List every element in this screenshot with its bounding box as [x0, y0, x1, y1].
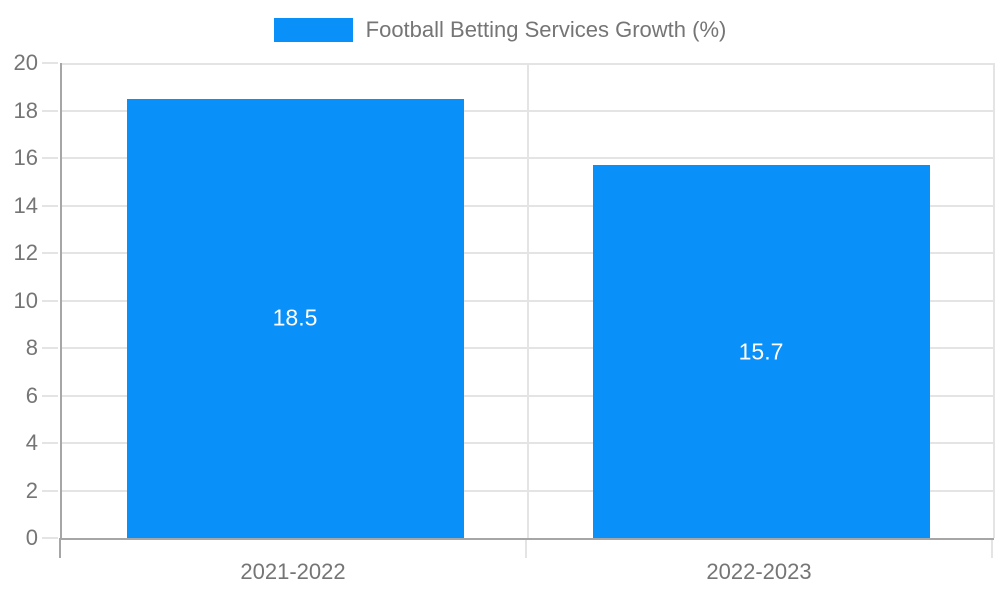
- y-axis-tick-label: 18: [13, 97, 38, 123]
- x-gridline: [527, 63, 529, 538]
- y-axis-tick: [42, 489, 58, 492]
- y-axis-tick: [42, 109, 58, 112]
- y-axis-tick-label: 0: [25, 525, 38, 550]
- x-axis-tick-label: 2022-2023: [706, 559, 812, 584]
- bar[interactable]: 15.7: [592, 165, 930, 538]
- plot-area: 18.5 15.7: [60, 63, 995, 540]
- y-axis-tick-label: 10: [13, 287, 38, 313]
- y-axis-line-extension: [59, 538, 61, 558]
- y-axis-tick: [42, 537, 58, 539]
- legend-label: Football Betting Services Growth (%): [365, 17, 727, 42]
- y-axis-tick: [42, 204, 58, 207]
- x-axis-tick: [525, 540, 527, 558]
- x-axis-tick-label: 2021-2022: [240, 559, 346, 584]
- y-axis-tick: [42, 157, 58, 159]
- y-axis-tick: [42, 299, 58, 302]
- legend-swatch: [273, 18, 353, 42]
- bar-value-label: 18.5: [272, 304, 318, 331]
- chart-legend[interactable]: Football Betting Services Growth (%): [0, 18, 1000, 42]
- x-gridline: [993, 63, 995, 538]
- y-axis-tick-label: 14: [13, 192, 38, 218]
- y-axis-tick: [42, 62, 58, 64]
- y-axis-tick-label: 12: [13, 240, 38, 265]
- y-axis-tick: [42, 252, 58, 254]
- y-axis-tick-label: 16: [13, 145, 38, 170]
- y-axis-tick-label: 8: [25, 335, 38, 360]
- y-axis-tick: [42, 394, 58, 397]
- y-axis-tick: [42, 442, 58, 444]
- bar[interactable]: 18.5: [126, 98, 464, 538]
- y-axis-tick-label: 2: [25, 477, 38, 503]
- y-axis-tick: [42, 347, 58, 349]
- y-axis-tick-label: 6: [25, 382, 38, 408]
- y-axis-tick-label: 4: [25, 430, 38, 455]
- bar-value-label: 15.7: [738, 338, 784, 365]
- y-axis-tick-label: 20: [13, 50, 38, 75]
- x-axis-tick: [991, 540, 993, 558]
